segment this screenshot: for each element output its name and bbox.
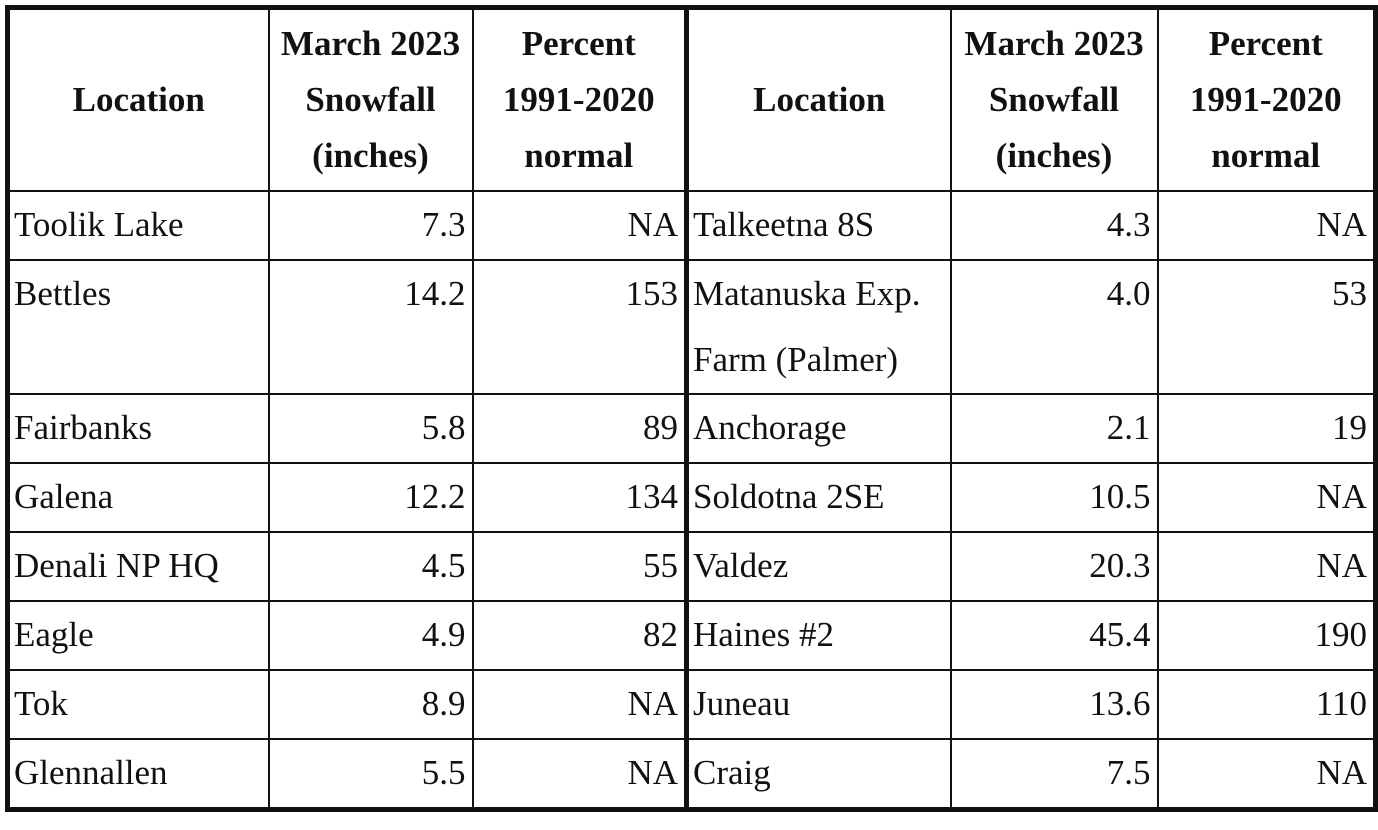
value-cell: 4.5 (267, 531, 474, 602)
value-cell: 10.5 (949, 462, 1159, 533)
value-cell: 13.6 (949, 669, 1159, 740)
value-cell: 45.4 (949, 600, 1159, 671)
value-cell: 20.3 (949, 531, 1159, 602)
value-cell: NA (471, 190, 689, 261)
location-cell: Galena (6, 462, 270, 533)
location-cell: Talkeetna 8S (685, 190, 952, 261)
header-cell: March 2023 Snowfall (inches) (949, 6, 1159, 192)
location-cell: Juneau (685, 669, 952, 740)
table-row: Fairbanks 5.8 89 Anchorage 2.1 19 (6, 393, 1377, 464)
table-row: Toolik Lake 7.3 NA Talkeetna 8S 4.3 NA (6, 190, 1377, 261)
value-cell: 12.2 (267, 462, 474, 533)
value-cell: NA (1156, 531, 1377, 602)
value-cell: 82 (471, 600, 689, 671)
value-cell: 4.9 (267, 600, 474, 671)
value-cell: 134 (471, 462, 689, 533)
value-cell: 55 (471, 531, 689, 602)
value-cell: 190 (1156, 600, 1377, 671)
location-cell: Fairbanks (6, 393, 270, 464)
header-cell: Percent 1991-2020 normal (1156, 6, 1377, 192)
value-cell: NA (471, 738, 689, 811)
value-cell: 19 (1156, 393, 1377, 464)
header-cell: Location (685, 6, 952, 192)
value-cell: 153 (471, 259, 689, 395)
table-row: Eagle 4.9 82 Haines #2 45.4 190 (6, 600, 1377, 671)
location-cell: Soldotna 2SE (685, 462, 952, 533)
table-row: Denali NP HQ 4.5 55 Valdez 20.3 NA (6, 531, 1377, 602)
value-cell: NA (1156, 738, 1377, 811)
value-cell: NA (471, 669, 689, 740)
value-cell: 53 (1156, 259, 1377, 395)
table-body: Toolik Lake 7.3 NA Talkeetna 8S 4.3 NA Bettles… (6, 190, 1377, 811)
table-row: Bettles 14.2 153 Matanuska Exp. Farm (Palme… (6, 259, 1377, 395)
value-cell: 7.3 (267, 190, 474, 261)
value-cell: NA (1156, 190, 1377, 261)
header-cell: Location (6, 6, 270, 192)
table-row: Tok 8.9 NA Juneau 13.6 110 (6, 669, 1377, 740)
location-cell: Glennallen (6, 738, 270, 811)
value-cell: 110 (1156, 669, 1377, 740)
table-row: Glennallen 5.5 NA Craig 7.5 NA (6, 738, 1377, 811)
value-cell: 7.5 (949, 738, 1159, 811)
value-cell: 89 (471, 393, 689, 464)
location-cell: Valdez (685, 531, 952, 602)
location-cell: Matanuska Exp. Farm (Palmer) (685, 259, 952, 395)
value-cell: 2.1 (949, 393, 1159, 464)
value-cell: NA (1156, 462, 1377, 533)
location-cell: Denali NP HQ (6, 531, 270, 602)
header-row: Location March 2023 Snowfall (inches) Perc… (6, 6, 1377, 192)
location-cell: Tok (6, 669, 270, 740)
header-cell: March 2023 Snowfall (inches) (267, 6, 474, 192)
snowfall-table: Location March 2023 Snowfall (inches) Perc… (5, 5, 1378, 812)
location-cell: Haines #2 (685, 600, 952, 671)
header-cell: Percent 1991-2020 normal (471, 6, 689, 192)
value-cell: 14.2 (267, 259, 474, 395)
location-cell: Toolik Lake (6, 190, 270, 261)
table-row: Galena 12.2 134 Soldotna 2SE 10.5 NA (6, 462, 1377, 533)
value-cell: 4.0 (949, 259, 1159, 395)
value-cell: 4.3 (949, 190, 1159, 261)
location-cell: Craig (685, 738, 952, 811)
location-cell: Eagle (6, 600, 270, 671)
location-cell: Anchorage (685, 393, 952, 464)
location-cell: Bettles (6, 259, 270, 395)
value-cell: 5.5 (267, 738, 474, 811)
value-cell: 8.9 (267, 669, 474, 740)
value-cell: 5.8 (267, 393, 474, 464)
